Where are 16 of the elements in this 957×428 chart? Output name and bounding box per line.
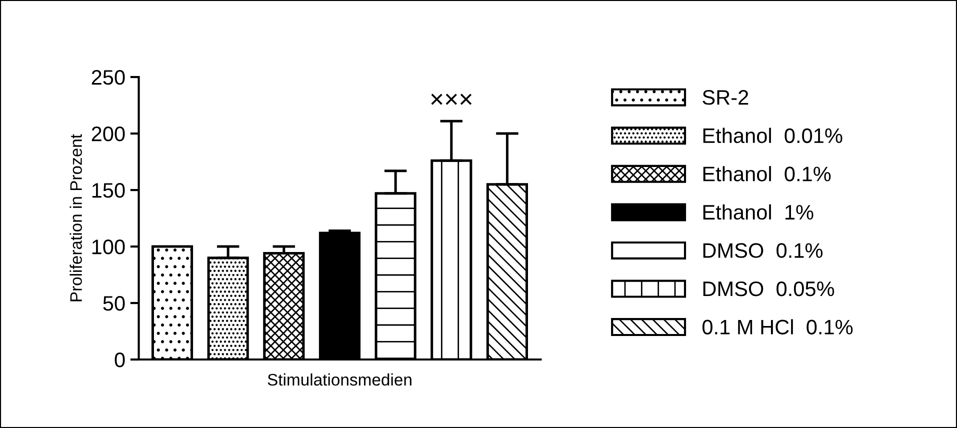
legend-label: Ethanol 1% — [703, 204, 814, 220]
legend-label: Ethanol 0.01% — [703, 128, 842, 144]
y-tick-label: 50 — [103, 296, 125, 311]
legend-label: SR-2 — [702, 90, 748, 105]
legend-label: Ethanol 0.1% — [703, 166, 831, 182]
legend-label: DMSO 0.05% — [703, 281, 834, 296]
y-tick-label: 250 — [92, 70, 125, 85]
legend-label: DMSO 0.1% — [703, 243, 822, 258]
y-tick-label: 150 — [92, 183, 125, 198]
y-tick-label: 0 — [114, 352, 125, 368]
y-tick-label: 200 — [92, 126, 125, 142]
x-axis-title: Stimulationsmedien — [268, 373, 412, 386]
legend-label: 0.1 M HCl 0.1% — [702, 319, 853, 334]
annotation: ××× — [431, 94, 472, 105]
y-axis-title: Proliferation in Prozent — [70, 134, 82, 302]
y-tick-label: 100 — [92, 240, 125, 254]
